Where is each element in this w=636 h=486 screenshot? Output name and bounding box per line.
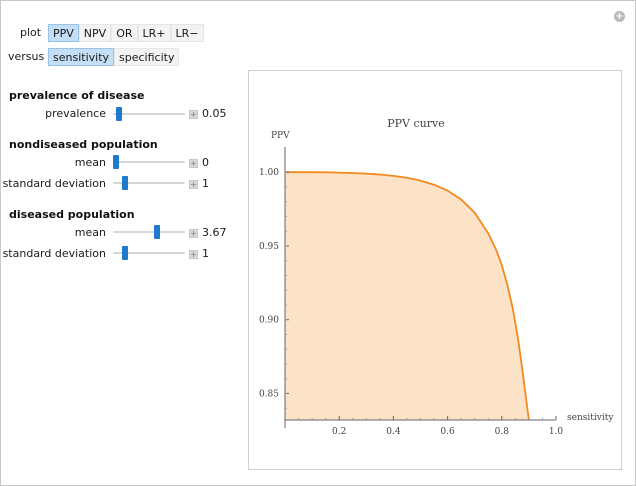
slider-thumb[interactable] — [153, 225, 160, 239]
versus-label: versus — [8, 50, 45, 63]
diseased-sd-slider[interactable] — [113, 246, 185, 260]
diseased-mean-label: mean — [74, 226, 106, 239]
plot-option-lr[interactable]: LR− — [170, 24, 204, 42]
y-tick-label: 0.85 — [259, 389, 279, 399]
nondiseased-mean-slider[interactable] — [113, 155, 185, 169]
section-diseased-title: diseased population — [9, 208, 135, 221]
section-prevalence-title: prevalence of disease — [9, 89, 145, 102]
diseased-mean-value: 3.67 — [202, 226, 227, 239]
chart-title: PPV curve — [387, 117, 444, 130]
x-axis-label: sensitivity — [567, 413, 614, 423]
plot-option-npv[interactable]: NPV — [78, 24, 112, 42]
prevalence-slider[interactable] — [113, 107, 185, 121]
plot-option-lr[interactable]: LR+ — [137, 24, 171, 42]
y-tick-label: 0.90 — [259, 316, 279, 326]
diseased-mean-slider[interactable] — [113, 225, 185, 239]
nondiseased-mean-value: 0 — [202, 156, 209, 169]
plus-icon[interactable]: + — [189, 250, 198, 259]
ppv-line — [285, 171, 530, 421]
x-tick-label: 1.0 — [549, 427, 564, 437]
slider-thumb[interactable] — [116, 107, 123, 121]
plus-icon[interactable]: + — [189, 159, 198, 168]
x-tick-label: 0.8 — [495, 427, 510, 437]
y-tick-label: 0.95 — [259, 242, 279, 252]
plot-option-or[interactable]: OR — [111, 24, 138, 42]
x-tick-label: 0.6 — [440, 427, 455, 437]
plus-icon[interactable]: + — [189, 229, 198, 238]
diseased-sd-value: 1 — [202, 247, 209, 260]
versus-option-sensitivity[interactable]: sensitivity — [48, 48, 115, 66]
plus-icon[interactable]: + — [189, 180, 198, 189]
slider-thumb[interactable] — [121, 176, 128, 190]
y-tick-label: 1.00 — [259, 168, 279, 178]
prevalence-label: prevalence — [45, 107, 106, 120]
nondiseased-sd-value: 1 — [202, 177, 209, 190]
plus-icon[interactable]: + — [189, 110, 198, 119]
slider-thumb[interactable] — [113, 155, 119, 169]
versus-option-specificity[interactable]: specificity — [114, 48, 180, 66]
y-axis-label: PPV — [271, 131, 290, 141]
slider-thumb[interactable] — [121, 246, 128, 260]
nondiseased-mean-label: mean — [74, 156, 106, 169]
section-nondiseased-title: nondiseased population — [9, 138, 158, 151]
plot-label: plot — [20, 26, 42, 39]
prevalence-value: 0.05 — [202, 107, 227, 120]
ppv-area — [285, 172, 529, 420]
plot-selector: PPV NPV OR LR+ LR− — [48, 24, 204, 42]
ppv-chart: 0.2 0.4 0.6 0.8 1.0 0.85 0.90 0.95 1.00 PPV curve… — [259, 117, 614, 437]
nondiseased-sd-label: standard deviation — [2, 177, 106, 190]
diseased-sd-label: standard deviation — [2, 247, 106, 260]
chart-panel: 0.2 0.4 0.6 0.8 1.0 0.85 0.90 0.95 1.00 PPV curve… — [248, 70, 622, 470]
plus-circle-icon[interactable]: + — [614, 11, 625, 22]
x-tick-label: 0.2 — [332, 427, 346, 437]
plot-option-ppv[interactable]: PPV — [48, 24, 79, 42]
nondiseased-sd-slider[interactable] — [113, 176, 185, 190]
versus-selector: sensitivity specificity — [48, 48, 180, 66]
x-tick-label: 0.4 — [386, 427, 401, 437]
